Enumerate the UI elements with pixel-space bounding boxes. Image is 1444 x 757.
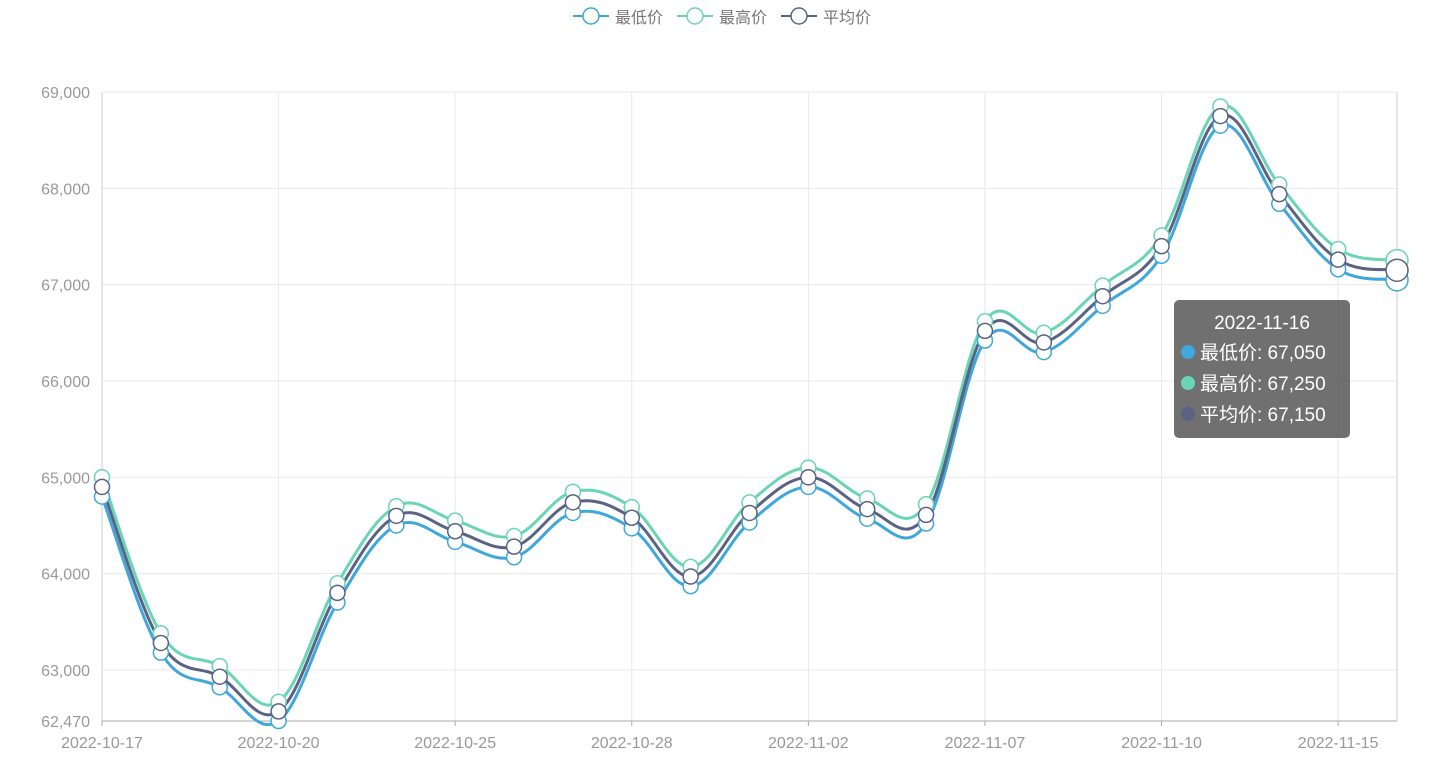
series-dot-icon xyxy=(1181,375,1195,390)
data-point xyxy=(1271,185,1288,203)
data-point xyxy=(1385,258,1409,282)
data-point xyxy=(505,538,523,555)
grid-lines xyxy=(101,91,1397,721)
tooltip-row: 最高价: 67,250 xyxy=(1181,367,1350,398)
data-point xyxy=(1329,251,1347,268)
data-point xyxy=(93,478,111,496)
data-point xyxy=(1212,107,1229,125)
series-dot-icon xyxy=(1181,344,1195,359)
x-tick-label: 2022-11-07 xyxy=(945,735,1026,752)
legend-line-icon xyxy=(676,7,713,25)
y-tick-label: 65,000 xyxy=(41,470,90,487)
legend-label: 最低价 xyxy=(614,10,663,27)
legend-item-low[interactable]: 最低价 xyxy=(572,4,663,28)
y-tick-label: 67,000 xyxy=(41,278,90,295)
legend-item-high[interactable]: 最高价 xyxy=(676,4,767,28)
data-point xyxy=(623,509,641,527)
legend-item-average[interactable]: 平均价 xyxy=(781,4,871,28)
tooltip-date: 2022-11-16 xyxy=(1214,313,1310,334)
legend-line-icon xyxy=(572,7,609,25)
x-tick-label: 2022-11-15 xyxy=(1298,735,1379,752)
data-point xyxy=(741,504,758,522)
x-tick-label: 2022-10-20 xyxy=(238,735,320,752)
data-point xyxy=(976,322,994,340)
x-tick-label: 2022-11-10 xyxy=(1121,735,1202,752)
legend-label: 平均价 xyxy=(823,10,872,27)
legend: 最低价 最高价 平均价 xyxy=(0,4,1444,28)
data-point xyxy=(270,703,287,720)
tooltip-row: 最低价: 67,050 xyxy=(1181,336,1350,367)
x-tick-label: 2022-10-28 xyxy=(591,735,673,752)
legend-line-icon xyxy=(781,7,817,25)
data-point xyxy=(800,469,817,486)
data-point xyxy=(388,507,405,525)
data-point xyxy=(1094,287,1111,305)
y-tick-label: 64,000 xyxy=(41,567,90,584)
series-dot-icon xyxy=(1181,406,1195,421)
tooltip-row-label: 最高价: 67,250 xyxy=(1200,374,1326,395)
tooltip-row-label: 最低价: 67,050 xyxy=(1200,343,1326,364)
data-point xyxy=(329,584,346,602)
data-point xyxy=(1035,334,1053,351)
legend-label: 最高价 xyxy=(718,10,767,27)
x-tick-label: 2022-11-02 xyxy=(768,735,849,752)
data-point xyxy=(1153,237,1170,255)
data-points xyxy=(93,98,1409,730)
data-point xyxy=(564,494,582,511)
y-tick-label: 68,000 xyxy=(41,181,90,198)
axes: 62,470 63,000 64,000 65,000 66,000 67,000 68,0… xyxy=(41,85,1398,752)
data-point xyxy=(446,522,464,540)
tooltip: 2022-11-16 最低价: 67,050 最高价: 67,250 平均价: … xyxy=(1174,300,1350,438)
y-tick-label: 62,470 xyxy=(41,714,90,731)
data-point xyxy=(211,668,228,685)
data-point xyxy=(858,500,876,518)
data-point xyxy=(917,506,935,524)
tooltip-row: 平均价: 67,150 xyxy=(1181,398,1350,429)
data-point xyxy=(152,634,170,652)
x-tick-label: 2022-10-17 xyxy=(61,735,143,752)
data-point xyxy=(682,568,699,585)
y-tick-label: 63,000 xyxy=(41,663,90,680)
y-tick-label: 69,000 xyxy=(41,85,90,102)
tooltip-row-label: 平均价: 67,150 xyxy=(1200,405,1326,426)
x-tick-label: 2022-10-25 xyxy=(414,735,496,752)
y-tick-label: 66,000 xyxy=(41,374,90,391)
